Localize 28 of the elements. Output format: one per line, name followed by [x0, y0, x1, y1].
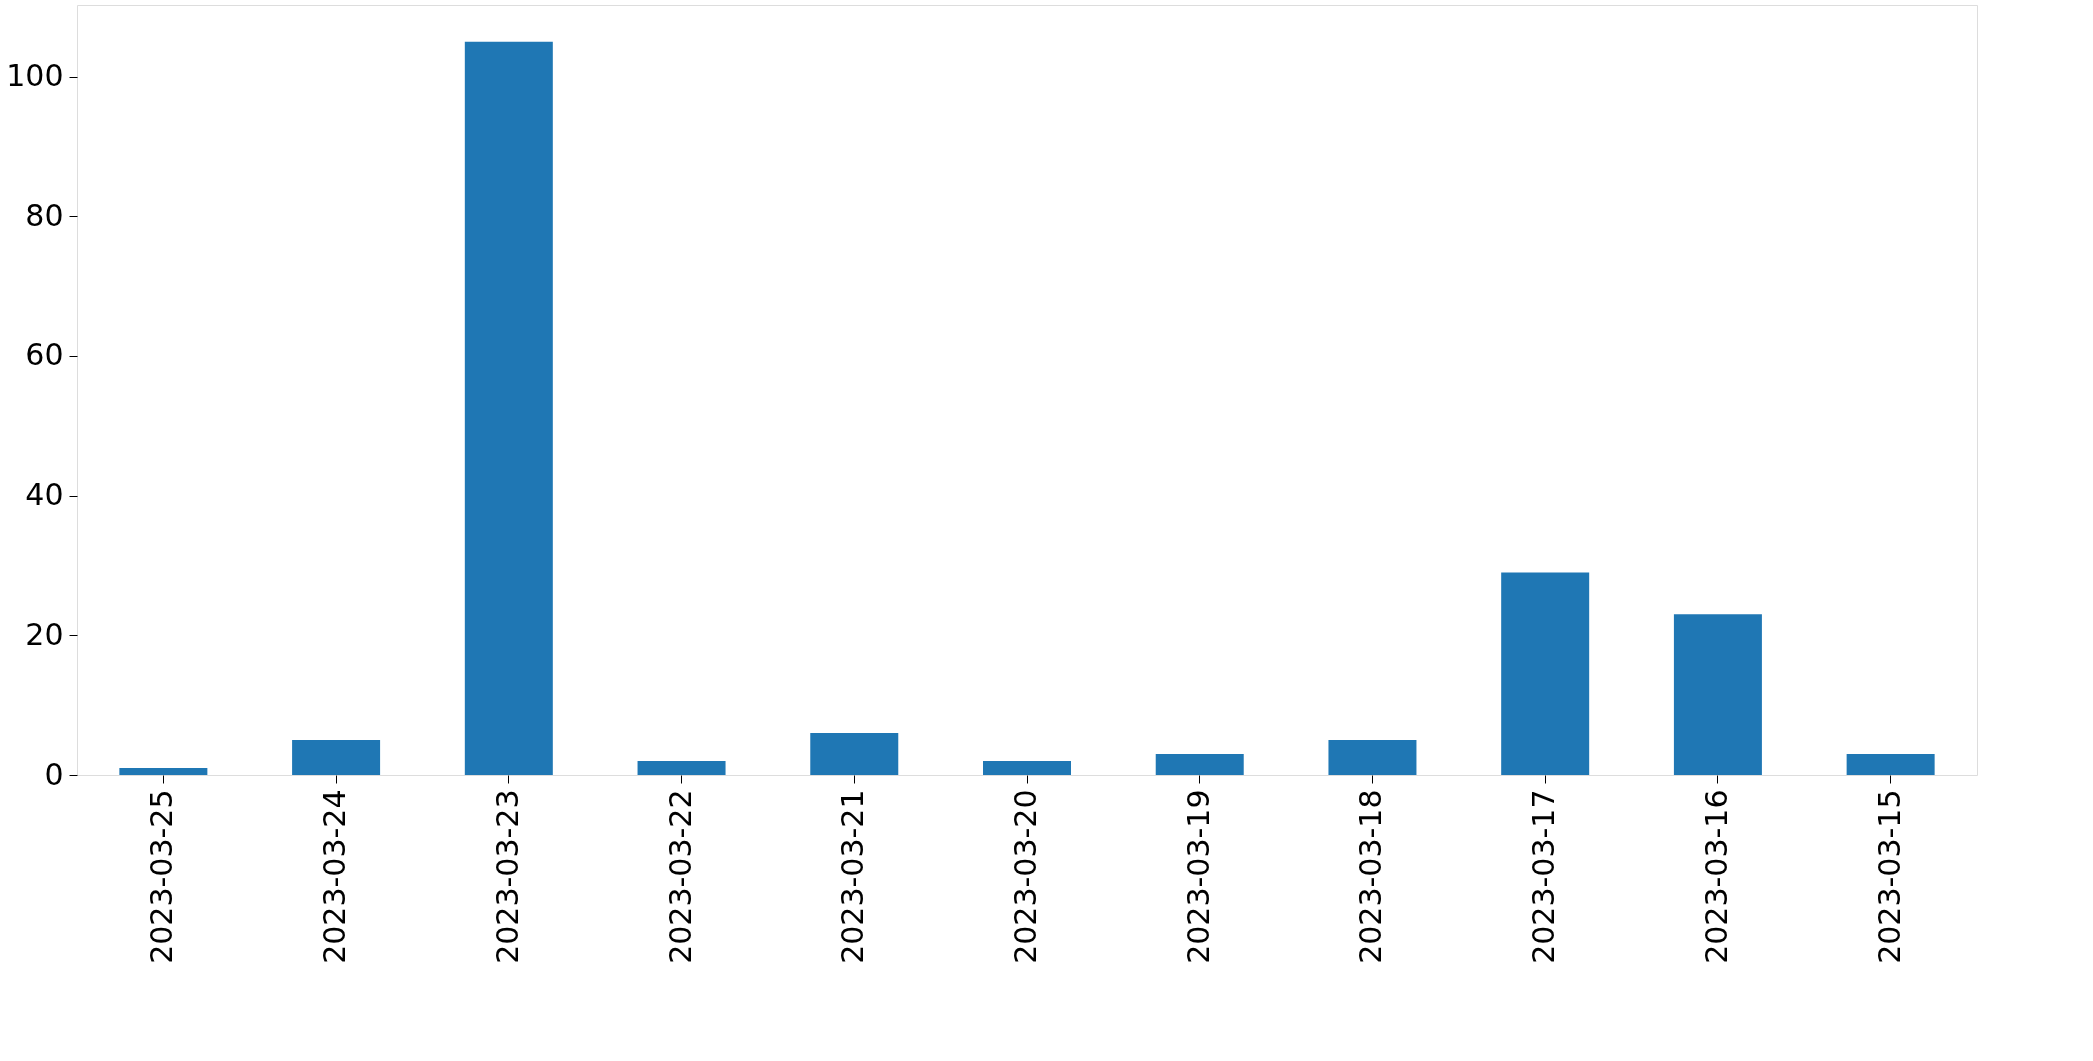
- y-tick-label: 60: [25, 337, 64, 373]
- bar: [1673, 614, 1762, 775]
- x-tick-label: 2023-03-21: [835, 789, 871, 964]
- x-tick-label: 2023-03-23: [489, 789, 525, 964]
- bar: [1155, 754, 1244, 775]
- x-tick-label: 2023-03-17: [1526, 789, 1562, 964]
- x-tick-label: 2023-03-15: [1871, 789, 1907, 964]
- bar: [637, 761, 726, 775]
- bar: [464, 41, 553, 775]
- x-tick-label: 2023-03-19: [1180, 789, 1216, 964]
- bar: [119, 768, 208, 775]
- bar: [1846, 754, 1935, 775]
- bar: [292, 740, 381, 775]
- y-tick-label: 100: [6, 58, 64, 94]
- bar: [983, 761, 1071, 775]
- x-tick-label: 2023-03-25: [144, 789, 180, 964]
- y-tick-label: 40: [25, 477, 64, 513]
- y-tick-label: 20: [25, 616, 64, 652]
- x-tick-label: 2023-03-20: [1008, 789, 1043, 964]
- x-tick-label: 2023-03-18: [1353, 789, 1389, 964]
- bar: [1501, 572, 1590, 775]
- x-tick-label: 2023-03-24: [317, 789, 353, 964]
- x-tick-label: 2023-03-22: [662, 789, 698, 964]
- bar: [1328, 740, 1417, 775]
- bar: [810, 733, 899, 775]
- y-tick-label: 0: [44, 756, 64, 792]
- y-tick-label: 80: [25, 197, 64, 233]
- x-tick-label: 2023-03-16: [1698, 789, 1734, 964]
